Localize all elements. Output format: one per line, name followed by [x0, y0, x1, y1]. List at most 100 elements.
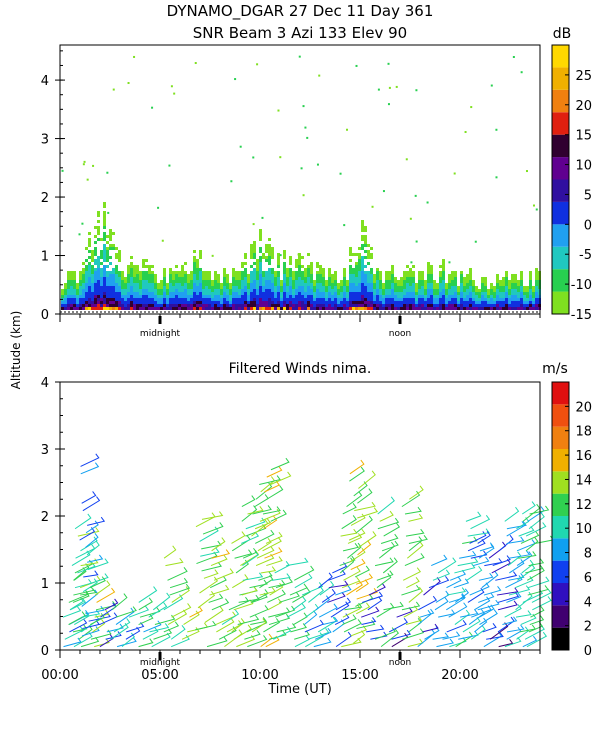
snr-cell: [208, 295, 211, 298]
snr-colorbar-frame: [551, 44, 570, 315]
snr-cell: [82, 277, 85, 280]
snr-cell: [430, 268, 433, 271]
snr-cell: [445, 304, 448, 307]
snr-cell: [499, 283, 502, 286]
snr-cell: [244, 271, 247, 274]
snr-cell: [496, 283, 499, 286]
snr-cell: [454, 301, 457, 304]
snr-cell: [88, 274, 91, 277]
wind-barb: [408, 513, 424, 522]
snr-cell: [502, 295, 505, 298]
snr-cell: [163, 304, 166, 307]
wind-barb: [269, 630, 287, 640]
snr-cell: [376, 268, 379, 271]
wind-barb: [143, 620, 162, 633]
wind-colorbar-segment: [552, 560, 569, 583]
snr-cell: [409, 271, 412, 274]
snr-cell: [421, 289, 424, 292]
snr-cell: [292, 286, 295, 289]
snr-cell: [433, 307, 436, 310]
snr-cell: [295, 265, 298, 268]
wind-barb: [460, 609, 479, 618]
snr-cell: [250, 286, 253, 289]
snr-cell: [427, 280, 430, 283]
snr-cell: [76, 292, 79, 295]
snr-cell: [202, 280, 205, 283]
wind-barb: [87, 573, 109, 585]
wind-barb: [111, 593, 128, 611]
snr-cell: [406, 283, 409, 286]
snr-cell: [469, 286, 472, 289]
snr-cell: [361, 286, 364, 289]
snr-cell: [163, 280, 166, 283]
snr-cell: [367, 244, 370, 247]
snr-cell: [91, 298, 94, 301]
snr-cell: [334, 280, 337, 283]
snr-cell: [196, 271, 199, 274]
snr-cell: [400, 280, 403, 283]
snr-cell: [130, 289, 133, 292]
snr-cell: [202, 295, 205, 298]
snr-cell: [70, 301, 73, 304]
snr-cell: [430, 292, 433, 295]
snr-cell: [349, 253, 352, 256]
snr-cell: [277, 256, 280, 259]
snr-cell: [361, 220, 364, 223]
snr-cell: [121, 280, 124, 283]
snr-cell: [337, 283, 340, 286]
snr-cell: [106, 307, 109, 310]
snr-cell: [178, 286, 181, 289]
snr-cell: [130, 274, 133, 277]
wind-barb: [515, 610, 532, 618]
wind-barb: [148, 602, 168, 618]
snr-cell: [358, 268, 361, 271]
snr-cell: [397, 286, 400, 289]
snr-cell: [307, 301, 310, 304]
wind-barb: [201, 561, 222, 572]
snr-cell: [196, 286, 199, 289]
snr-cell: [238, 301, 241, 304]
snr-cell: [418, 289, 421, 292]
snr-cell: [436, 286, 439, 289]
snr-cell: [484, 280, 487, 283]
snr-cell: [169, 307, 172, 310]
snr-cell: [103, 259, 106, 262]
snr-cell: [142, 271, 145, 274]
snr-cell: [505, 283, 508, 286]
wind-barb: [374, 557, 394, 567]
snr-cell: [241, 301, 244, 304]
snr-cell: [88, 265, 91, 268]
snr-cell: [223, 307, 226, 310]
snr-cell: [520, 298, 523, 301]
snr-cell: [415, 307, 418, 310]
snr-cell: [274, 292, 277, 295]
snr-cell: [196, 262, 199, 265]
wind-barb: [294, 565, 315, 581]
wind-barb: [82, 620, 101, 630]
snr-cell: [364, 289, 367, 292]
snr-cell: [226, 307, 229, 310]
snr-cell: [67, 283, 70, 286]
snr-cell: [106, 283, 109, 286]
snr-cell: [505, 292, 508, 295]
snr-cell: [187, 280, 190, 283]
snr-cell: [151, 307, 154, 310]
snr-cell: [166, 304, 169, 307]
snr-cell: [457, 286, 460, 289]
snr-cell: [361, 244, 364, 247]
snr-cell: [349, 268, 352, 271]
snr-cell: [136, 280, 139, 283]
snr-cell: [88, 271, 91, 274]
snr-cell: [175, 301, 178, 304]
snr-cell: [103, 265, 106, 268]
wind-barb: [258, 571, 273, 581]
snr-cell: [451, 304, 454, 307]
snr-cell: [178, 283, 181, 286]
wind-colorbar-segment: [552, 404, 569, 427]
wind-barb: [241, 495, 256, 508]
snr-cell: [82, 292, 85, 295]
snr-cell: [286, 301, 289, 304]
snr-cell: [295, 271, 298, 274]
wind-barb: [468, 608, 485, 625]
wind-barb: [343, 566, 361, 581]
